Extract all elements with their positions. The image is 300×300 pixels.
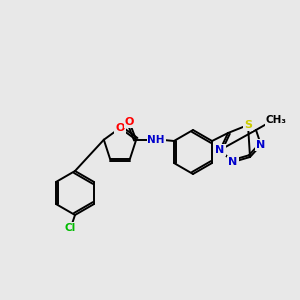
Text: N: N (215, 145, 225, 155)
Text: NH: NH (147, 135, 165, 145)
Text: Cl: Cl (64, 223, 76, 233)
Text: O: O (124, 117, 134, 127)
Text: N: N (228, 157, 238, 167)
Text: N: N (256, 140, 266, 150)
Text: O: O (115, 123, 125, 133)
Text: CH₃: CH₃ (266, 115, 286, 125)
Text: S: S (244, 120, 252, 130)
